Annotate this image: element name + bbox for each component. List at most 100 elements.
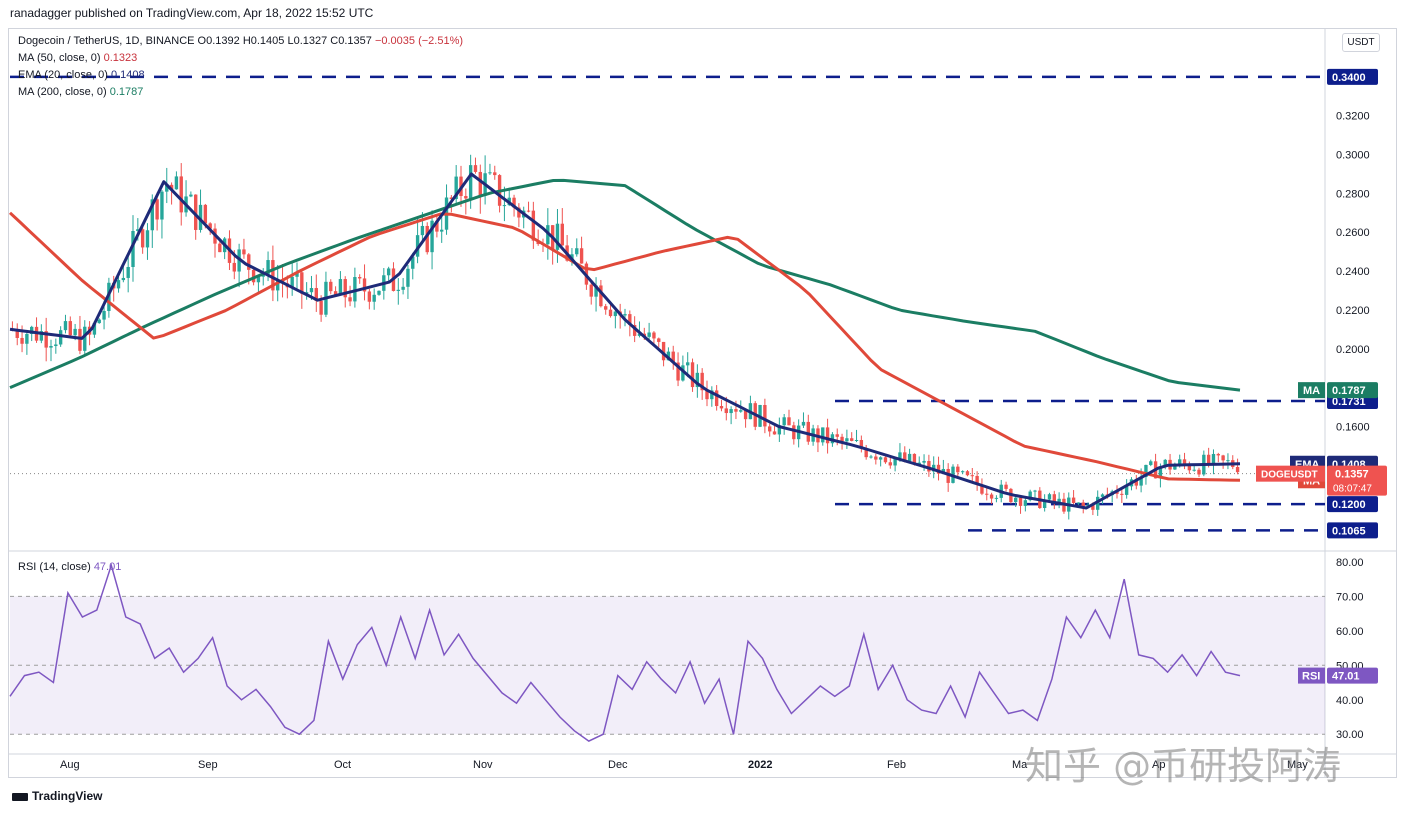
rsi-tick-label: 30.00 — [1336, 729, 1364, 741]
candle-body — [420, 225, 425, 236]
candle-body — [54, 344, 58, 347]
level-badge-text: 0.1065 — [1332, 525, 1366, 537]
candle-body — [1235, 467, 1240, 473]
rsi-badge-text: 47.01 — [1332, 671, 1360, 683]
candle-body — [825, 427, 830, 444]
candle-body — [1124, 486, 1129, 495]
candle-body — [903, 452, 907, 462]
candle-body — [1197, 469, 1201, 475]
chart-frame — [8, 28, 1397, 778]
ma50-label: MA (50, close, 0) — [18, 52, 101, 64]
candle-body — [1042, 499, 1047, 508]
candle-body — [594, 285, 598, 297]
candle-body — [681, 365, 685, 381]
candle-body — [835, 434, 839, 437]
candle-body — [386, 268, 391, 276]
candle-body — [666, 351, 671, 361]
candle-body — [1187, 463, 1192, 471]
candle-body — [589, 284, 593, 297]
candle-body — [661, 341, 666, 361]
rsi-badge — [1327, 667, 1378, 684]
x-axis-label: Ap — [1152, 759, 1165, 771]
price-tick-label: 0.3200 — [1336, 111, 1370, 123]
candle-body — [169, 184, 174, 190]
candle-body — [136, 229, 140, 232]
candle-body — [425, 225, 429, 253]
rsi-tick-label: 40.00 — [1336, 695, 1364, 707]
candle-body — [300, 272, 304, 294]
candle-body — [1182, 459, 1187, 464]
ma200-legend[interactable]: MA (200, close, 0) 0.1787 — [18, 86, 143, 98]
rsi-tick-label: 70.00 — [1336, 591, 1364, 603]
candle-body — [329, 281, 333, 292]
x-axis-label: Nov — [473, 759, 493, 771]
symbol-tag-text: DOGEUSDT — [1261, 470, 1318, 481]
candle-body — [20, 337, 24, 344]
candle-body — [637, 333, 642, 336]
x-axis-label: Ma — [1012, 759, 1028, 771]
candle-body — [845, 438, 849, 442]
x-axis-label: Dec — [608, 759, 628, 771]
price-tick-label: 0.2200 — [1336, 305, 1370, 317]
candle-body — [358, 277, 362, 279]
candle-body — [840, 436, 844, 442]
candle-body — [555, 223, 560, 250]
candle-body — [44, 331, 48, 348]
candle-body — [1221, 455, 1225, 461]
candle-body — [917, 462, 921, 465]
candle-body — [898, 452, 902, 458]
price-tick-label: 0.2600 — [1336, 227, 1370, 239]
candle-body — [883, 457, 888, 463]
candle-body — [333, 291, 338, 295]
candle-body — [970, 475, 974, 477]
candle-body — [854, 439, 859, 441]
candle-body — [512, 197, 516, 208]
rsi-legend[interactable]: RSI (14, close) 47.01 — [18, 561, 121, 573]
candle-body — [1076, 502, 1081, 504]
ma200-badge — [1327, 382, 1378, 399]
level-badge — [1327, 496, 1378, 513]
last-price-badge — [1327, 465, 1387, 496]
candle-body — [473, 165, 478, 172]
currency-button[interactable]: USDT — [1342, 33, 1380, 52]
change-value: −0.0035 (−2.51%) — [374, 35, 464, 47]
candle-body — [121, 277, 126, 281]
close-value: C0.1357 — [330, 35, 372, 47]
candle-body — [1158, 466, 1163, 479]
candle-body — [801, 421, 806, 426]
candle-body — [1211, 453, 1216, 465]
ma50-legend[interactable]: MA (50, close, 0) 0.1323 — [18, 52, 137, 64]
ma200-value: 0.1787 — [109, 86, 144, 98]
candle-body — [1144, 464, 1148, 478]
tradingview-logo[interactable]: TradingView — [12, 789, 102, 803]
level-badge-text: 0.1200 — [1332, 499, 1366, 511]
candle-body — [1139, 477, 1143, 486]
candle-body — [493, 172, 497, 176]
ema20-legend[interactable]: EMA (20, close, 0) 0.1408 — [18, 69, 145, 81]
candle-body — [989, 494, 994, 499]
candle-body — [695, 372, 700, 388]
candle-body — [401, 286, 405, 290]
candle-body — [1100, 494, 1105, 497]
candle-body — [792, 425, 796, 440]
candle-body — [165, 184, 169, 192]
candle-body — [956, 466, 960, 473]
price-tick-label: 0.2800 — [1336, 188, 1370, 200]
symbol-name: Dogecoin / TetherUS, 1D, BINANCE — [18, 35, 195, 47]
candle-body — [777, 425, 782, 435]
candle-body — [430, 220, 434, 253]
candle-body — [478, 171, 482, 196]
symbol-tag — [1256, 465, 1325, 482]
candle-body — [78, 328, 82, 351]
candle-body — [367, 291, 372, 302]
candle-body — [526, 210, 531, 212]
ma200-tag-text: MA — [1303, 385, 1320, 397]
candle-body — [353, 277, 357, 302]
candle-body — [763, 405, 767, 427]
candle-body — [160, 191, 164, 220]
candle-body — [198, 204, 203, 230]
candle-body — [628, 314, 632, 326]
candle-body — [768, 426, 772, 432]
candle-body — [517, 207, 521, 218]
